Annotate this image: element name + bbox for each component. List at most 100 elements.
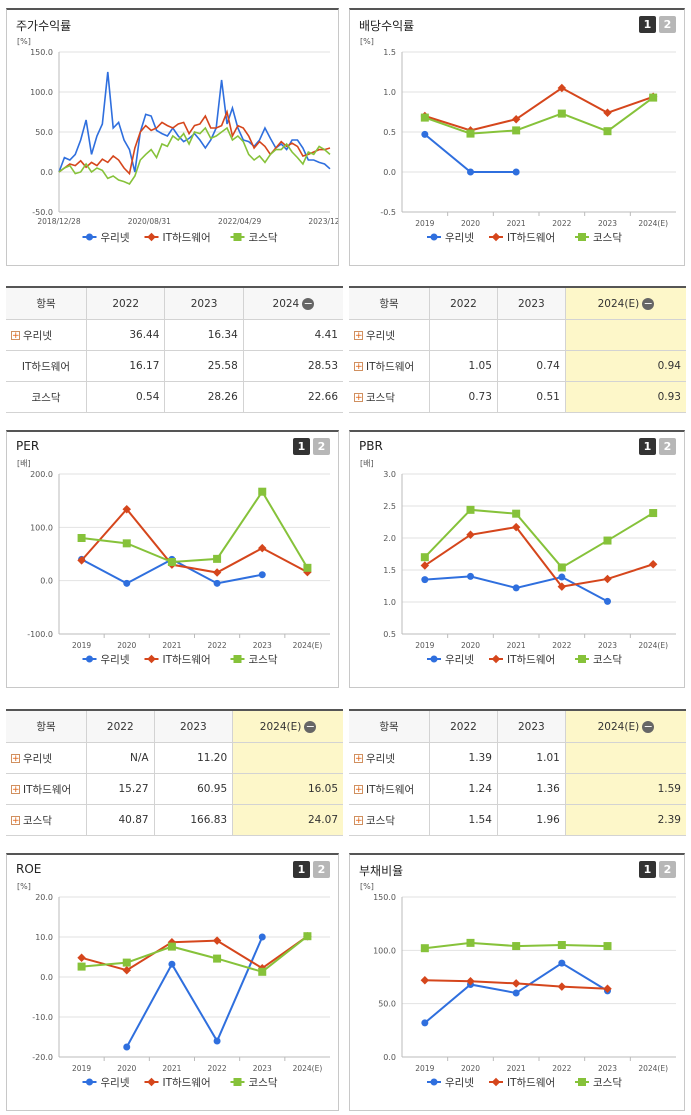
legend-marker: [233, 233, 242, 241]
series-line-2: [58, 126, 331, 186]
panel-title: ROE: [16, 862, 42, 876]
header-year: 2022: [429, 288, 498, 320]
x-tick-label: 2019: [72, 641, 91, 650]
data-point-square: [77, 534, 86, 542]
expand-plus-icon[interactable]: +: [354, 754, 363, 764]
series-line-0: [125, 936, 264, 1048]
y-tick-label: 0.0: [40, 577, 53, 586]
header-year: 2023: [153, 711, 233, 743]
legend-marker: [147, 1077, 156, 1087]
y-tick-label: 100.0: [373, 946, 396, 955]
legend-marker: [233, 655, 242, 663]
table-row: + 우리넷 36.44 16.34 4.41: [6, 319, 343, 351]
view-2-button[interactable]: 2: [659, 16, 676, 33]
header-year: 2023: [496, 288, 566, 320]
unit-label: [배]: [360, 459, 374, 468]
data-point-diamond: [258, 543, 267, 553]
data-point-square: [603, 536, 612, 545]
x-tick-label: 2020: [461, 1064, 480, 1073]
collapse-icon[interactable]: −: [302, 296, 315, 310]
view-2-button[interactable]: 2: [313, 861, 330, 878]
x-tick-label: 2022: [208, 641, 227, 650]
x-tick-label: 2024(E): [638, 219, 668, 228]
legend-marker: [491, 232, 501, 242]
data-point-square: [420, 553, 429, 562]
x-tick-label: 2022: [552, 641, 571, 650]
x-tick-label: 2019: [72, 1064, 91, 1073]
expand-plus-icon[interactable]: +: [354, 816, 363, 826]
y-tick-label: 0.5: [383, 128, 396, 137]
view-2-button[interactable]: 2: [313, 438, 330, 455]
expand-plus-icon[interactable]: +: [11, 816, 20, 826]
x-tick-label: 2021: [162, 641, 181, 650]
x-tick-label: 2024(E): [293, 1064, 323, 1073]
data-point-diamond: [122, 965, 131, 975]
data-point-circle: [604, 597, 611, 605]
table-row: + IT하드웨어 1.05 0.74 0.94: [349, 350, 686, 382]
series-line-2: [424, 508, 654, 569]
collapse-icon[interactable]: −: [642, 719, 655, 733]
expand-plus-icon[interactable]: +: [11, 754, 20, 764]
view-1-button[interactable]: 1: [293, 438, 310, 455]
x-tick-label: 2019: [415, 219, 434, 228]
table-row: + 우리넷 N/A 11.20: [6, 742, 343, 774]
expand-plus-icon[interactable]: +: [354, 362, 363, 372]
stock-return-table: 항목 2022 2023 2024− + 우리넷 36.44 16.34 4.41…: [6, 286, 343, 413]
collapse-icon[interactable]: −: [304, 719, 317, 733]
legend-marker: [147, 654, 156, 664]
data-point-circle: [421, 1019, 429, 1027]
table-row: + IT하드웨어 1.24 1.36 1.59: [349, 773, 686, 805]
panel-title: PBR: [359, 439, 383, 453]
legend-label: 코스닥: [249, 654, 278, 666]
unit-label: [%]: [17, 882, 31, 891]
y-tick-label: 100.0: [30, 523, 53, 532]
series-line-2: [81, 935, 309, 973]
data-point-square: [557, 109, 566, 118]
expand-plus-icon[interactable]: +: [11, 785, 20, 795]
data-point-diamond: [648, 559, 658, 569]
view-1-button[interactable]: 1: [639, 16, 656, 33]
series-line-0: [424, 133, 517, 173]
collapse-icon[interactable]: −: [642, 296, 655, 310]
data-point-square: [213, 954, 222, 963]
view-1-button[interactable]: 1: [293, 861, 310, 878]
expand-plus-icon[interactable]: +: [354, 393, 363, 403]
view-1-button[interactable]: 1: [639, 438, 656, 455]
legend-marker: [147, 232, 156, 242]
data-point-square: [213, 554, 222, 563]
panel-title: 주가수익률: [16, 19, 72, 33]
data-point-diamond: [511, 979, 521, 988]
legend-label: IT하드웨어: [163, 231, 211, 244]
unit-label: [%]: [360, 37, 374, 46]
table-row: + 코스닥 0.73 0.51 0.93: [349, 381, 686, 413]
x-tick-label: 2020: [117, 1064, 136, 1073]
data-point-square: [303, 563, 312, 572]
legend-label: 코스닥: [593, 232, 622, 244]
data-point-square: [466, 129, 475, 138]
view-2-button[interactable]: 2: [659, 861, 676, 878]
expand-plus-icon[interactable]: +: [354, 785, 363, 795]
expand-plus-icon[interactable]: +: [354, 331, 363, 341]
y-tick-label: -0.5: [380, 208, 396, 217]
legend-marker: [578, 233, 586, 241]
header-year: 2023: [164, 288, 244, 320]
legend-label: 우리넷: [445, 232, 474, 244]
y-tick-label: 0.0: [383, 168, 396, 177]
y-tick-label: 1.0: [383, 598, 396, 607]
legend-label: 코스닥: [593, 654, 622, 666]
data-point-circle: [258, 933, 266, 941]
table-row: + IT하드웨어 15.27 60.95 16.05: [6, 773, 343, 805]
view-2-button[interactable]: 2: [659, 438, 676, 455]
x-tick-label: 2021: [507, 1064, 526, 1073]
expand-plus-icon[interactable]: +: [11, 331, 20, 341]
view-1-button[interactable]: 1: [639, 861, 656, 878]
data-point-square: [649, 509, 658, 518]
debt-ratio-chart: [%] 150.0 100.0 50.0 0.0 2019 2020 2021 2022 2023…: [360, 882, 676, 1089]
data-point-square: [512, 126, 521, 135]
table-row: 코스닥 0.54 28.26 22.66: [6, 381, 343, 413]
header-year: 2024(E) −: [564, 288, 686, 320]
data-point-square: [167, 942, 176, 951]
x-tick-label: 2019: [415, 641, 434, 650]
series-line-0: [58, 71, 331, 173]
